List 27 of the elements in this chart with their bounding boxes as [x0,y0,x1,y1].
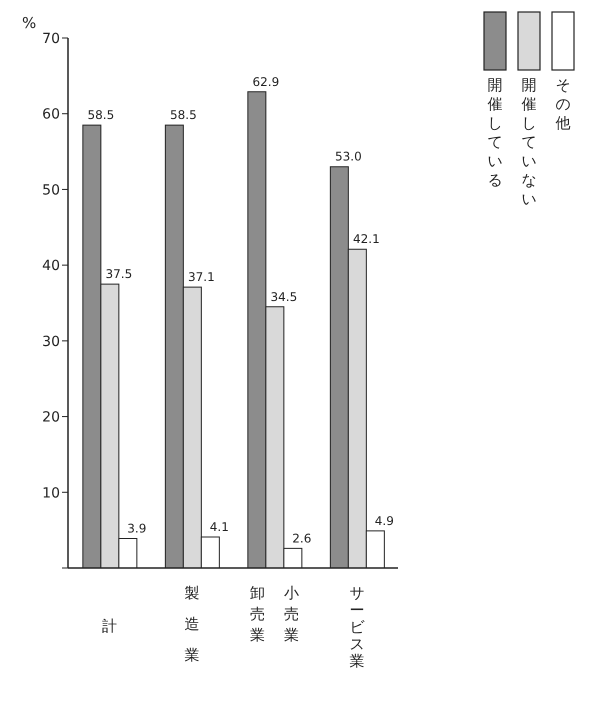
y-tick-label: 70 [42,30,60,47]
y-tick-label: 30 [42,334,60,350]
text: 58.5 [87,108,114,122]
x-tick-label: サービス業 [349,584,366,670]
x-tick-label: 製造業 [184,584,200,664]
text: 42.1 [352,232,380,246]
text: 開催している [488,76,502,189]
text: 開催していない [522,76,536,208]
text: 2.6 [292,531,312,546]
text: 4.1 [210,520,229,534]
category-label: 卸売業小売業 [250,584,299,644]
text: 37.1 [188,270,215,284]
y-tick-label: 60 [42,106,60,123]
text: 58.5 [170,108,197,122]
text: 37.5 [105,267,132,282]
text: 34.5 [270,290,298,304]
text: 62.9 [252,74,280,89]
text: 53.0 [334,150,362,164]
y-tick-label: 40 [42,258,60,274]
text: 4.9 [374,514,394,528]
x-tick-label: 計 [102,617,117,635]
y-tick-label: 50 [42,182,60,198]
y-tick-label: 20 [42,410,60,426]
y-axis-title: % [22,14,36,32]
text: 3.9 [127,521,146,536]
text: その他 [556,76,570,132]
y-tick-label: 10 [42,485,60,502]
